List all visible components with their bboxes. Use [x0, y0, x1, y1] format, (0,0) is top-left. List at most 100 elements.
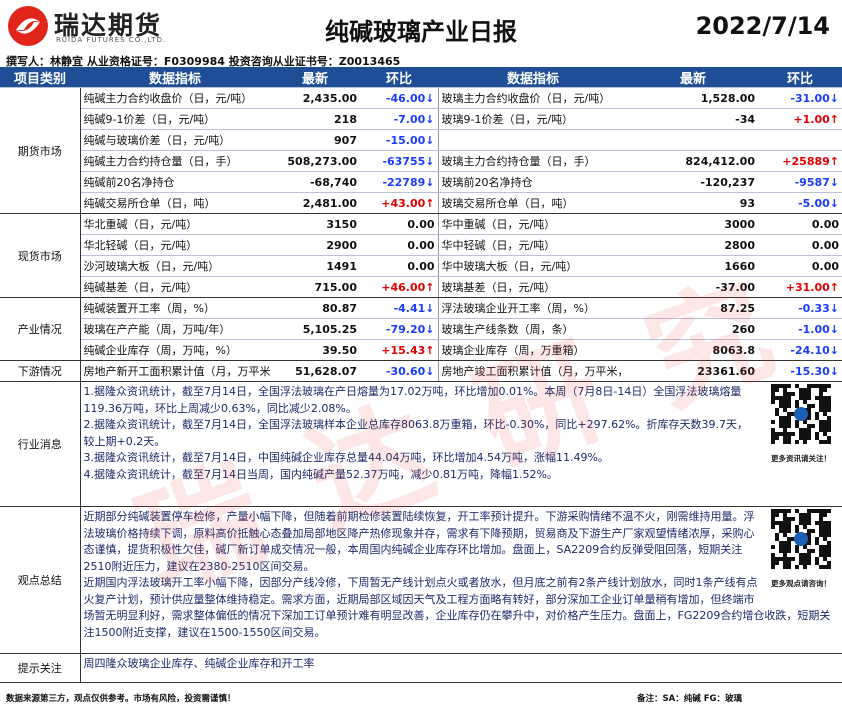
qr-module [819, 565, 823, 569]
qr-module [795, 509, 799, 513]
qr-module [783, 509, 787, 513]
latest-value: 218 [270, 108, 360, 130]
qr-module [783, 553, 787, 557]
qr-module [791, 557, 795, 561]
change-value: -7.00↓ [360, 108, 439, 130]
latest-value: 2900 [270, 234, 360, 256]
qr-module [823, 412, 827, 416]
qr-module [807, 513, 811, 517]
qr-code [771, 384, 831, 444]
indicator-name: 纯碱企业库存（周，万吨，%） [80, 339, 270, 361]
change-value: +31.00↑ [758, 276, 842, 298]
qr-module [783, 513, 787, 517]
qr-module [819, 392, 823, 396]
qr-module [783, 424, 787, 428]
qr-module [783, 525, 787, 529]
qr-module [827, 400, 831, 404]
qr-module [795, 549, 799, 553]
qr-module [787, 392, 791, 396]
qr-module [815, 384, 819, 388]
qr-module [811, 509, 815, 513]
qr-module [807, 537, 811, 541]
change-value: -24.10↓ [758, 339, 842, 361]
data-table: 项目类别 数据指标 最新 环比 数据指标 最新 环比 期货市场 纯碱主力合约收盘价（日，元/吨）… [0, 67, 842, 683]
qr-module [779, 509, 783, 513]
indicator-name: 纯碱主力合约收盘价（日，元/吨） [80, 87, 270, 109]
qr-module [779, 404, 783, 408]
qr-module [787, 541, 791, 545]
qr-module [815, 436, 819, 440]
qr-module [783, 533, 787, 537]
indicator-name: 玻璃基差（日，元/吨） [438, 276, 628, 298]
qr-module [827, 529, 831, 533]
qr-module [771, 440, 775, 444]
table-row: 产业情况 纯碱装置开工率（周，%） 80.87 -4.41↓ 浮法玻璃企业开工率（周，%… [0, 297, 842, 361]
qr-module [819, 420, 823, 424]
qr-module [823, 525, 827, 529]
qr-module [803, 557, 807, 561]
category-cell: 观点总结 [0, 506, 81, 654]
qr-module [807, 396, 811, 400]
qr-module [823, 432, 827, 436]
qr-module [819, 553, 823, 557]
header-row: 项目类别 数据指标 最新 环比 数据指标 最新 环比 [0, 67, 842, 88]
qr-module [807, 412, 811, 416]
qr-module [823, 396, 827, 400]
latest-value: 824,412.00 [628, 150, 758, 172]
qr-module [783, 428, 787, 432]
qr-module [787, 412, 791, 416]
qr-module [803, 432, 807, 436]
qr-module [775, 388, 779, 392]
qr-module [799, 521, 803, 525]
logo-text: 瑞达期货 [54, 11, 163, 40]
qr-module [771, 553, 775, 557]
qr-module [771, 517, 775, 521]
latest-value: 23361.60 [628, 360, 758, 382]
qr-module [771, 388, 775, 392]
paragraph: 2.据隆众资讯统计，截至7月14日，全国浮法玻璃样本企业总库存8063.8万重箱… [83, 418, 749, 448]
category-cell: 期货市场 [0, 87, 81, 214]
qr-module [771, 561, 775, 565]
qr-module [779, 549, 783, 553]
latest-value: 2,435.00 [270, 87, 360, 109]
latest-value: 51,628.07 [270, 360, 360, 382]
empty-cell [758, 129, 842, 151]
qr-module [807, 416, 811, 420]
qr-module [807, 521, 811, 525]
qr-module [771, 545, 775, 549]
change-value: 0.00 [758, 234, 842, 256]
qr-module [791, 517, 795, 521]
qr-module [783, 436, 787, 440]
indicator-name: 华北重碱（日，元/吨） [80, 213, 270, 235]
qr-module [787, 509, 791, 513]
qr-module [823, 513, 827, 517]
change-value: -46.00↓ [360, 87, 439, 109]
qr-module [823, 565, 827, 569]
qr-module [815, 509, 819, 513]
qr-module [779, 400, 783, 404]
qr-module [815, 432, 819, 436]
qr-module [815, 521, 819, 525]
table-row: 下游情况 房地产新开工面积累计值（月，万平米） 51,628.07 -30.60↓ 房地… [0, 360, 842, 382]
qr-module [787, 557, 791, 561]
qr-module [819, 525, 823, 529]
qr-module [811, 549, 815, 553]
qr-logo [794, 532, 808, 546]
latest-value: 3150 [270, 213, 360, 235]
qr-module [783, 529, 787, 533]
qr-module [775, 432, 779, 436]
change-value: +25889↑ [758, 150, 842, 172]
latest-value: -120,237 [628, 171, 758, 193]
qr-module [803, 420, 807, 424]
latest-value: 93 [628, 192, 758, 214]
qr-module [823, 384, 827, 388]
table-row: 现货市场 华北重碱（日，元/吨） 3150 0.00 华中重碱（日，元/吨） 3000 0.… [0, 213, 842, 298]
change-value: -79.20↓ [360, 318, 439, 340]
qr-module [803, 392, 807, 396]
qr-module [819, 384, 823, 388]
qr-module [819, 408, 823, 412]
qr-module [783, 392, 787, 396]
qr-module [787, 432, 791, 436]
qr-module [819, 400, 823, 404]
qr-module [787, 517, 791, 521]
